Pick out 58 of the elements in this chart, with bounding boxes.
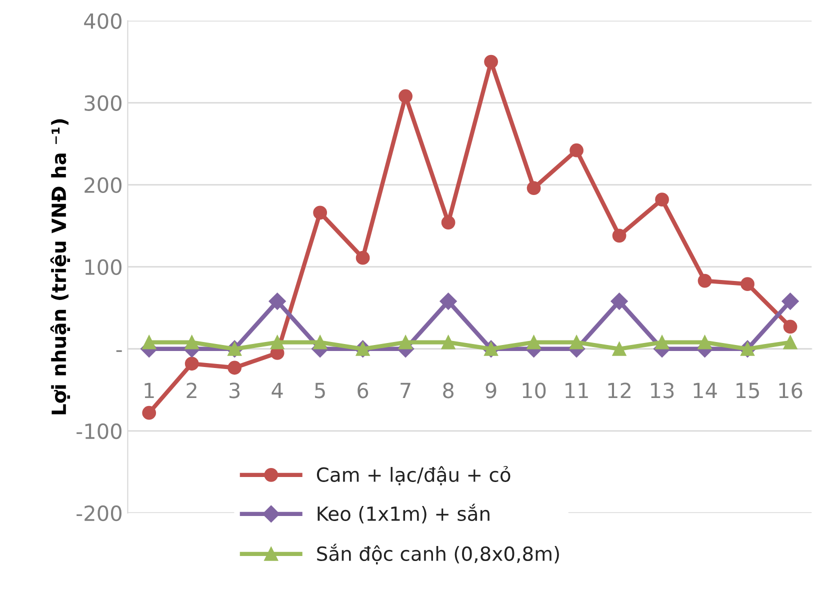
point bbox=[570, 143, 584, 158]
point bbox=[570, 335, 584, 350]
x-tick-label: 16 bbox=[779, 382, 802, 398]
point bbox=[610, 292, 628, 310]
point bbox=[655, 192, 669, 207]
point bbox=[184, 335, 199, 350]
point bbox=[698, 274, 712, 288]
x-tick-label: 8 bbox=[443, 382, 454, 398]
point bbox=[313, 206, 328, 220]
point bbox=[268, 292, 286, 310]
point bbox=[228, 360, 242, 375]
y-tick-label: 300 bbox=[84, 95, 122, 111]
point bbox=[142, 406, 156, 420]
point bbox=[612, 342, 626, 356]
y-tick-label: 200 bbox=[84, 177, 122, 194]
y-tick-label: -200 bbox=[76, 505, 122, 522]
x-tick-label: 12 bbox=[608, 382, 630, 398]
point bbox=[142, 335, 156, 350]
x-tick-label: 1 bbox=[144, 382, 154, 398]
x-tick-label: 3 bbox=[230, 382, 240, 398]
point bbox=[356, 250, 370, 265]
point bbox=[698, 335, 712, 350]
x-tick-label: 15 bbox=[736, 382, 759, 398]
point bbox=[783, 335, 798, 350]
x-tick-label: 9 bbox=[486, 382, 496, 398]
x-tick-label: 7 bbox=[400, 382, 410, 398]
point bbox=[740, 277, 754, 292]
point bbox=[612, 228, 626, 243]
x-tick-label: 4 bbox=[272, 382, 283, 398]
point bbox=[441, 335, 456, 350]
point bbox=[184, 356, 199, 371]
point bbox=[782, 292, 799, 310]
point bbox=[441, 216, 456, 230]
point bbox=[398, 335, 413, 350]
x-tick-label: 14 bbox=[694, 382, 717, 398]
x-tick-label: 13 bbox=[651, 382, 674, 398]
y-axis-title: Lợi nhuận (triệu VNĐ ha ⁻¹) bbox=[50, 119, 70, 414]
point bbox=[398, 89, 413, 104]
point bbox=[526, 181, 541, 196]
x-tick-label: 5 bbox=[315, 382, 325, 398]
y-tick-label: -100 bbox=[76, 423, 122, 440]
point bbox=[440, 292, 457, 310]
x-tick-label: 11 bbox=[566, 382, 588, 398]
legend-label: Sắn độc canh (0,8x0,8m) bbox=[317, 544, 559, 564]
y-tick-label: 100 bbox=[85, 259, 122, 276]
x-tick-label: 2 bbox=[186, 382, 196, 398]
legend-label: Keo (1x1m) + sắn bbox=[318, 504, 490, 524]
x-tick-label: 6 bbox=[358, 382, 368, 398]
point bbox=[270, 335, 284, 350]
point bbox=[313, 335, 328, 350]
point bbox=[526, 335, 541, 350]
x-tick-label: 10 bbox=[522, 382, 546, 398]
y-tick-label: 400 bbox=[84, 13, 122, 29]
y-tick-label: - bbox=[116, 350, 122, 352]
point bbox=[783, 320, 798, 334]
legend-label: Cam + lạc/đậu + cỏ bbox=[316, 466, 510, 486]
point bbox=[655, 335, 669, 350]
point bbox=[484, 54, 498, 69]
